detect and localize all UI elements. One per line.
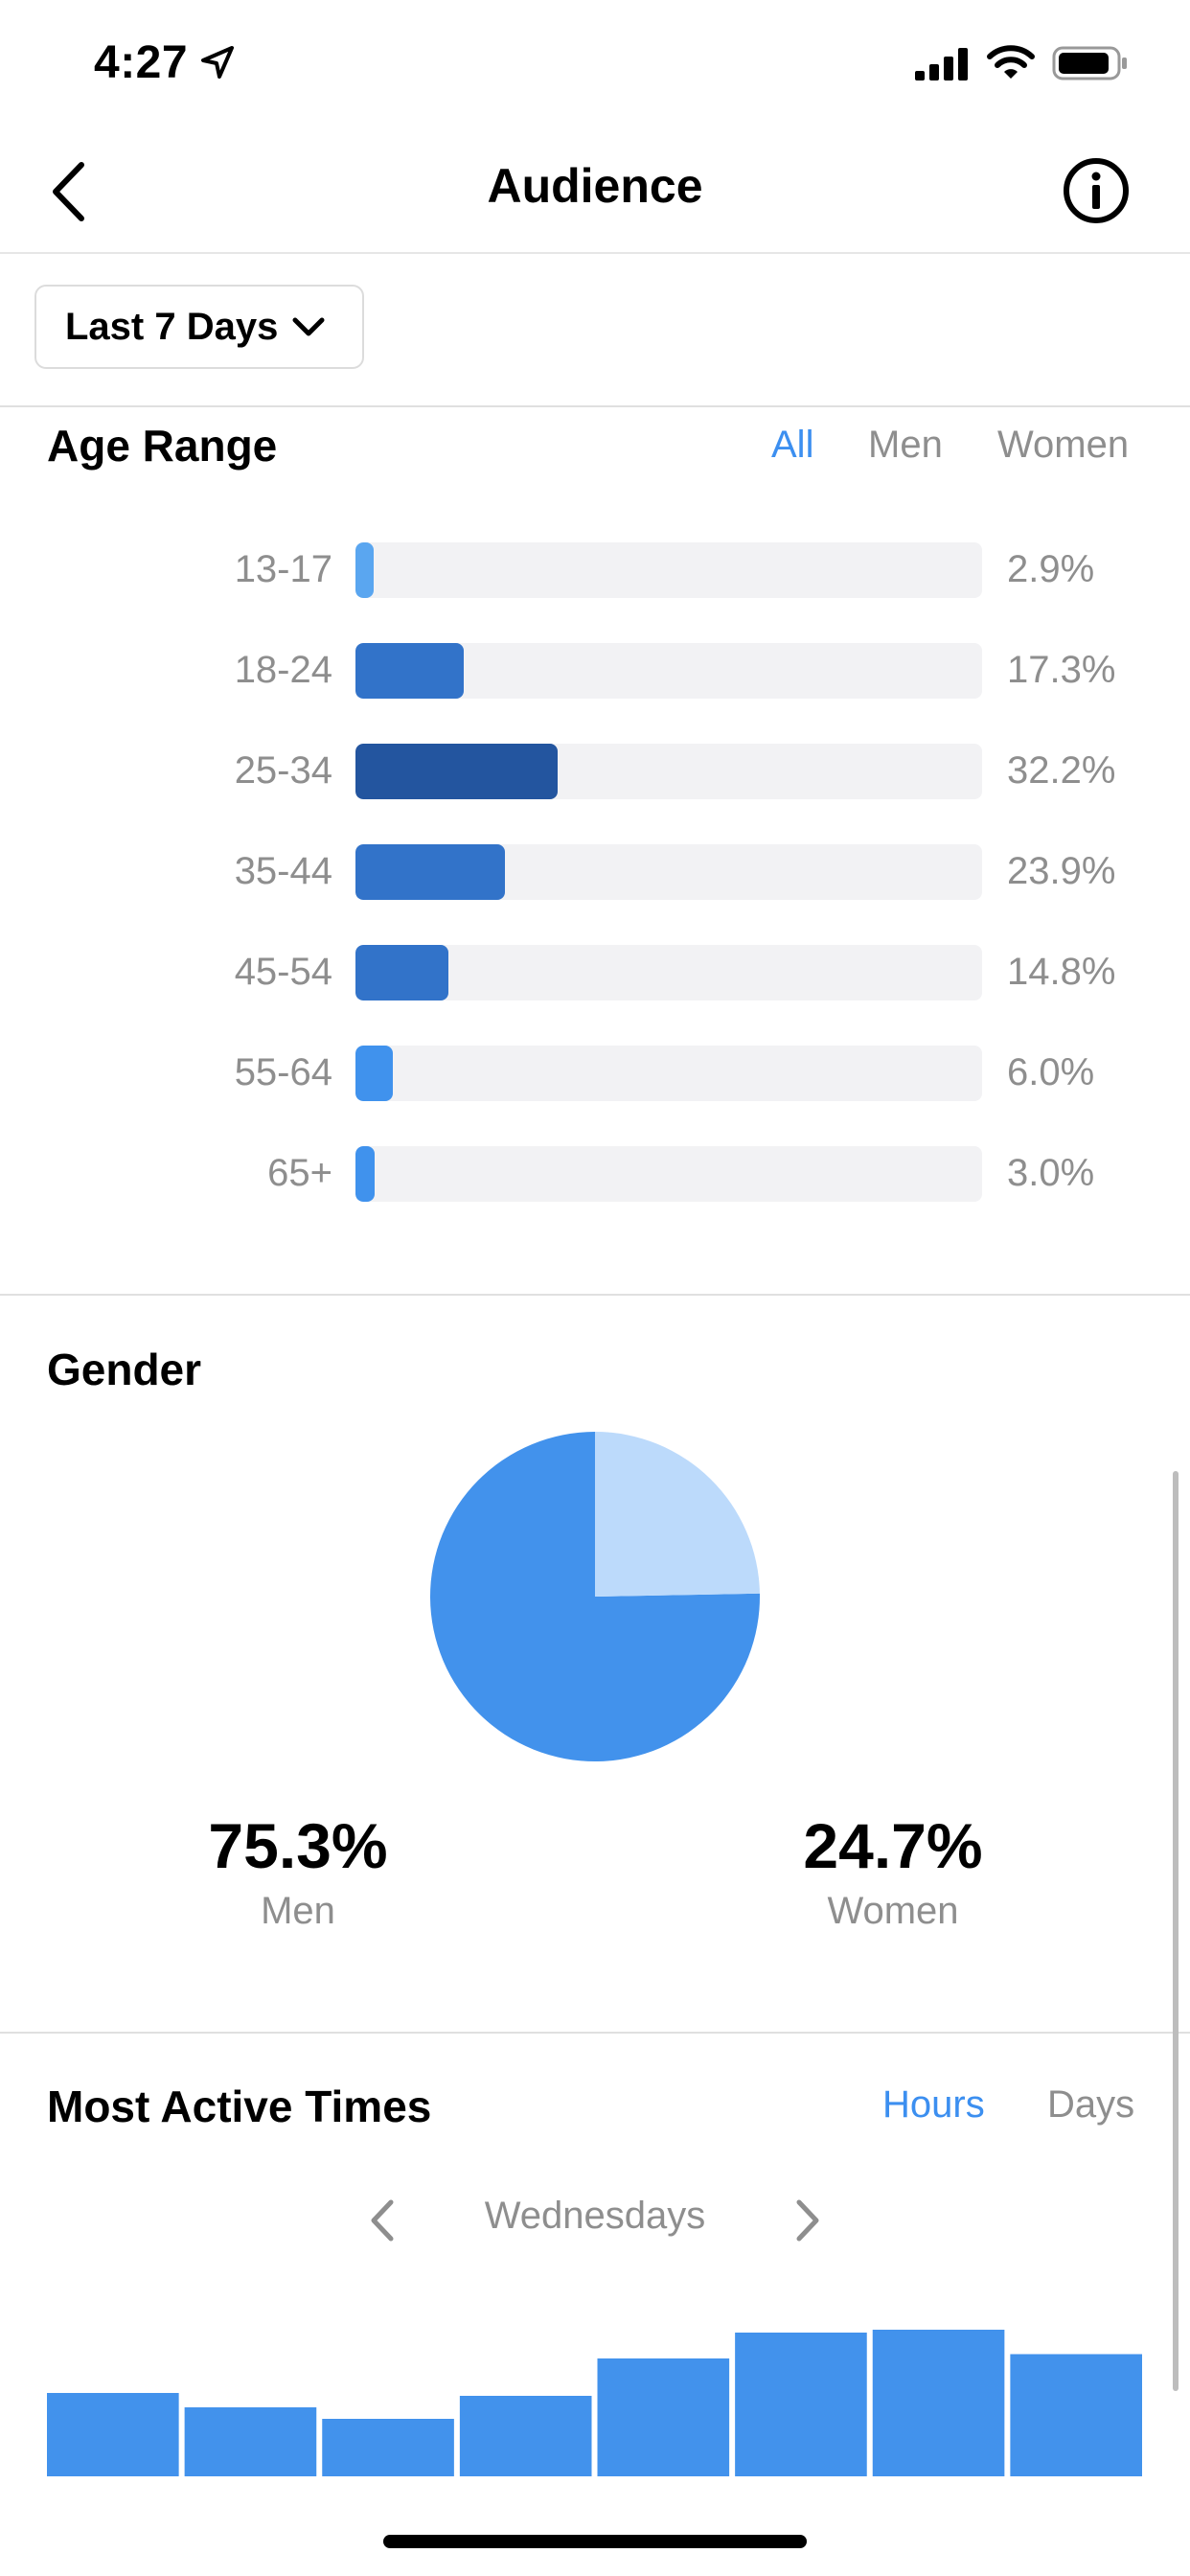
battery-icon [1052, 46, 1127, 80]
cellular-signal-icon [915, 48, 968, 80]
age-row: 65+ 3.0% [0, 1146, 1190, 1202]
age-percent: 6.0% [1007, 1051, 1095, 1093]
age-bar-track [355, 744, 982, 799]
hour-bar [1010, 2354, 1142, 2476]
hour-bar [872, 2330, 1005, 2476]
gender-pie-chart [430, 1432, 760, 1761]
age-range-title: Age Range [47, 421, 278, 471]
age-percent: 3.0% [1007, 1152, 1095, 1194]
hour-bar [184, 2407, 317, 2476]
hour-bar [597, 2358, 730, 2476]
age-percent: 23.9% [1007, 850, 1116, 892]
age-label: 13-17 [234, 548, 332, 590]
age-percent: 14.8% [1007, 951, 1116, 993]
age-bar [355, 542, 374, 598]
age-percent: 17.3% [1007, 649, 1116, 691]
age-label: 18-24 [234, 649, 332, 691]
age-label: 45-54 [234, 951, 332, 993]
age-row: 18-24 17.3% [0, 643, 1190, 699]
age-bar [355, 1046, 394, 1101]
gender-title: Gender [47, 1345, 202, 1394]
active-times-title: Most Active Times [47, 2082, 432, 2131]
age-bar [355, 744, 558, 799]
age-row: 35-44 23.9% [0, 844, 1190, 900]
age-bar-track [355, 1046, 982, 1101]
period-dropdown[interactable]: Last 7 Days [34, 285, 364, 369]
section-divider [0, 1294, 1190, 1296]
page-title: Audience [487, 159, 703, 213]
wifi-icon [987, 45, 1035, 79]
section-divider [0, 2032, 1190, 2034]
chevron-left-icon[interactable] [364, 2196, 402, 2244]
back-button[interactable] [38, 153, 105, 230]
age-label: 25-34 [234, 749, 332, 792]
age-filter-men[interactable]: Men [868, 424, 943, 466]
hour-bar [735, 2333, 867, 2476]
age-bar-track [355, 844, 982, 900]
age-filter-all[interactable]: All [771, 424, 814, 466]
age-bar [355, 945, 448, 1000]
day-label: Wednesdays [484, 2195, 706, 2237]
age-bar-track [355, 643, 982, 699]
hour-bar [47, 2393, 179, 2476]
age-bar-track [355, 945, 982, 1000]
status-time: 4:27 [94, 37, 189, 88]
age-row: 13-17 2.9% [0, 542, 1190, 598]
active-hours-chart [47, 2330, 1142, 2476]
info-icon[interactable] [1062, 156, 1131, 225]
hour-bar [459, 2396, 592, 2476]
age-percent: 32.2% [1007, 749, 1116, 792]
men-label: Men [261, 1890, 335, 1932]
age-row: 55-64 6.0% [0, 1046, 1190, 1101]
age-percent: 2.9% [1007, 548, 1095, 590]
status-bar: 4:27 [0, 0, 1190, 129]
age-bar [355, 643, 465, 699]
women-label: Women [827, 1890, 959, 1932]
nav-bar: Audience [0, 129, 1190, 254]
men-percent: 75.3% [208, 1810, 388, 1881]
age-label: 55-64 [234, 1051, 332, 1093]
age-label: 65+ [267, 1152, 332, 1194]
pie-slice-women [595, 1432, 760, 1597]
filter-row: Last 7 Days [0, 254, 1190, 407]
active-times-tab-hours[interactable]: Hours [882, 2083, 985, 2126]
age-label: 35-44 [234, 850, 332, 892]
women-percent: 24.7% [803, 1810, 983, 1881]
age-bar [355, 844, 506, 900]
age-row: 25-34 32.2% [0, 744, 1190, 799]
day-selector: Wednesdays [0, 2185, 1190, 2252]
hour-bar [322, 2419, 454, 2476]
age-bar [355, 1146, 375, 1202]
home-indicator[interactable] [383, 2535, 807, 2548]
age-row: 45-54 14.8% [0, 945, 1190, 1000]
age-filter-women[interactable]: Women [997, 424, 1130, 466]
chevron-right-icon[interactable] [788, 2196, 826, 2244]
scrollbar[interactable] [1173, 1471, 1179, 2391]
period-dropdown-label: Last 7 Days [65, 305, 279, 348]
age-bar-track [355, 1146, 982, 1202]
chevron-down-icon [292, 317, 325, 336]
age-bar-track [355, 542, 982, 598]
location-arrow-icon [201, 46, 234, 79]
active-times-tab-days[interactable]: Days [1047, 2083, 1135, 2126]
